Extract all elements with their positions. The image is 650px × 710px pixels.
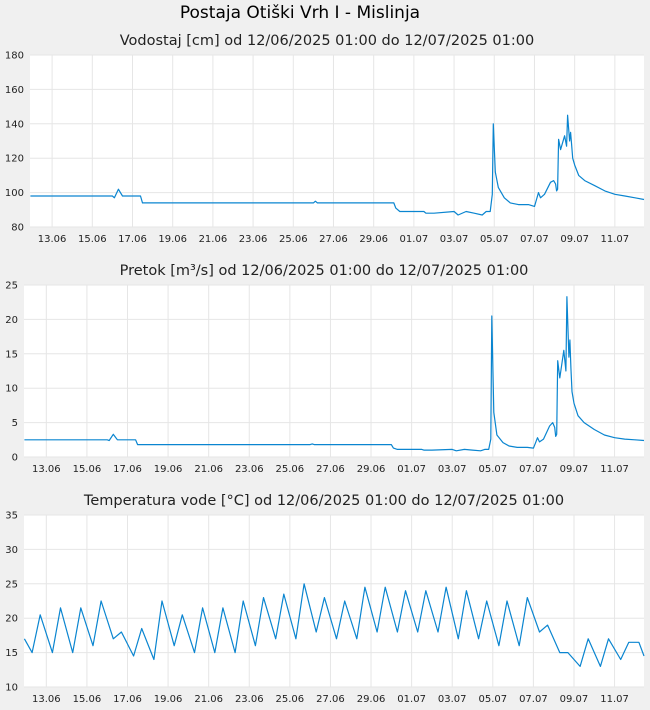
plot-area xyxy=(24,285,644,457)
y-tick-label: 20 xyxy=(5,315,18,326)
x-tick-label: 29.06 xyxy=(359,234,388,245)
y-tick-label: 0 xyxy=(12,453,18,464)
series-line xyxy=(30,114,645,216)
chart-title: Pretok [m³/s] od 12/06/2025 01:00 do 12/… xyxy=(120,263,529,279)
x-tick-label: 21.06 xyxy=(194,694,223,705)
x-tick-label: 15.06 xyxy=(73,694,102,705)
y-tick-label: 180 xyxy=(5,51,24,62)
chart-title: Temperatura vode [°C] od 12/06/2025 01:0… xyxy=(83,493,564,509)
x-tick-label: 11.07 xyxy=(601,234,630,245)
y-tick-label: 25 xyxy=(5,579,18,590)
y-tick-label: 30 xyxy=(5,545,18,556)
x-tick-label: 07.07 xyxy=(520,234,549,245)
x-tick-label: 11.07 xyxy=(600,464,629,475)
x-tick-label: 01.07 xyxy=(397,464,426,475)
x-tick-label: 29.06 xyxy=(357,464,386,475)
x-tick-label: 05.07 xyxy=(478,694,507,705)
x-tick-label: 11.07 xyxy=(600,694,629,705)
x-tick-label: 15.06 xyxy=(73,464,102,475)
x-tick-label: 09.07 xyxy=(560,694,589,705)
x-tick-label: 19.06 xyxy=(158,234,187,245)
x-tick-label: 19.06 xyxy=(154,694,183,705)
x-tick-label: 23.06 xyxy=(239,234,268,245)
x-tick-label: 23.06 xyxy=(235,464,264,475)
x-tick-label: 27.06 xyxy=(319,234,348,245)
x-tick-label: 17.06 xyxy=(113,464,142,475)
x-tick-label: 19.06 xyxy=(154,464,183,475)
plot-area xyxy=(24,515,644,687)
y-tick-label: 80 xyxy=(11,223,24,234)
x-tick-label: 13.06 xyxy=(32,464,61,475)
y-tick-label: 15 xyxy=(5,648,18,659)
y-tick-label: 160 xyxy=(5,85,24,96)
chart-pretok: Pretok [m³/s] od 12/06/2025 01:00 do 12/… xyxy=(5,263,645,475)
x-tick-label: 09.07 xyxy=(560,234,589,245)
x-tick-label: 17.06 xyxy=(113,694,142,705)
x-tick-label: 03.07 xyxy=(438,694,467,705)
y-tick-label: 35 xyxy=(5,511,18,522)
x-tick-label: 07.07 xyxy=(519,694,548,705)
x-tick-label: 25.06 xyxy=(276,694,305,705)
x-tick-label: 13.06 xyxy=(38,234,67,245)
x-tick-label: 15.06 xyxy=(78,234,107,245)
y-tick-label: 100 xyxy=(5,188,24,199)
y-tick-label: 5 xyxy=(12,418,18,429)
series-line xyxy=(23,583,645,667)
y-tick-label: 140 xyxy=(5,119,24,130)
x-tick-label: 09.07 xyxy=(560,464,589,475)
x-tick-label: 05.07 xyxy=(478,464,507,475)
x-tick-label: 01.07 xyxy=(397,694,426,705)
y-tick-label: 120 xyxy=(5,154,24,165)
x-tick-label: 01.07 xyxy=(400,234,429,245)
x-tick-label: 27.06 xyxy=(316,694,345,705)
y-tick-label: 25 xyxy=(5,281,18,292)
chart-vodostaj: Vodostaj [cm] od 12/06/2025 01:00 do 12/… xyxy=(5,33,645,245)
y-tick-label: 10 xyxy=(5,683,18,694)
x-tick-label: 05.07 xyxy=(480,234,509,245)
y-tick-label: 15 xyxy=(5,349,18,360)
series-line xyxy=(24,296,645,452)
x-tick-label: 25.06 xyxy=(276,464,305,475)
x-tick-label: 03.07 xyxy=(438,464,467,475)
x-tick-label: 21.06 xyxy=(194,464,223,475)
x-tick-label: 29.06 xyxy=(357,694,386,705)
plot-area xyxy=(30,55,644,227)
x-tick-label: 27.06 xyxy=(316,464,345,475)
x-tick-label: 21.06 xyxy=(199,234,228,245)
x-tick-label: 07.07 xyxy=(519,464,548,475)
x-tick-label: 17.06 xyxy=(118,234,147,245)
x-tick-label: 03.07 xyxy=(440,234,469,245)
x-tick-label: 25.06 xyxy=(279,234,308,245)
x-tick-label: 13.06 xyxy=(32,694,61,705)
page-title: Postaja Otiški Vrh I - Mislinja xyxy=(179,3,421,23)
chart-title: Vodostaj [cm] od 12/06/2025 01:00 do 12/… xyxy=(120,33,534,49)
y-tick-label: 20 xyxy=(5,614,18,625)
x-tick-label: 23.06 xyxy=(235,694,264,705)
y-tick-label: 10 xyxy=(5,384,18,395)
chart-temperatura: Temperatura vode [°C] od 12/06/2025 01:0… xyxy=(5,493,645,705)
